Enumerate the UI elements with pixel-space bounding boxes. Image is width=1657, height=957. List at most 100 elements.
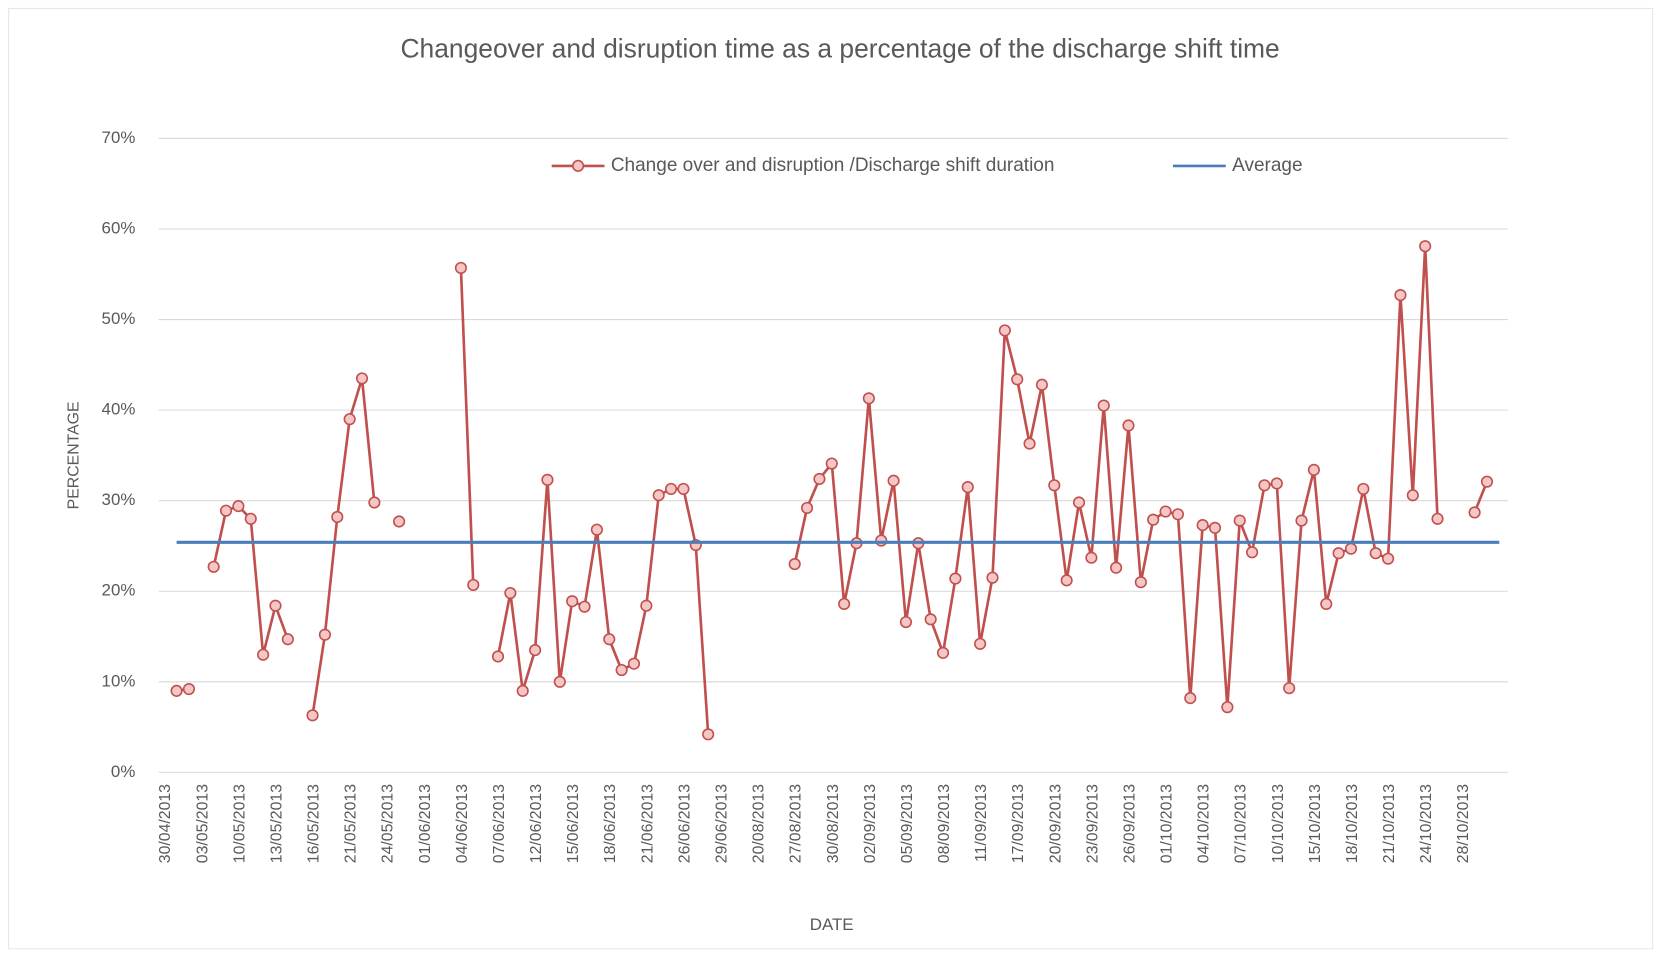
x-tick-label: 24/10/2013 <box>1418 784 1435 863</box>
y-tick-label: 50% <box>102 309 136 328</box>
data-point <box>1110 561 1123 574</box>
y-tick-label: 30% <box>102 490 136 509</box>
data-point <box>1147 513 1160 526</box>
chart-border <box>8 7 1654 950</box>
data-point <box>1480 475 1494 488</box>
data-point <box>182 682 196 696</box>
data-point <box>516 684 529 697</box>
data-point <box>541 473 554 486</box>
x-tick-label: 27/08/2013 <box>788 784 805 863</box>
data-point <box>949 572 962 585</box>
x-tick-label: 30/04/2013 <box>157 784 174 863</box>
x-tick-label: 04/06/2013 <box>454 784 471 863</box>
data-point <box>281 633 294 646</box>
x-tick-label: 18/06/2013 <box>602 784 619 863</box>
data-point <box>1023 437 1036 450</box>
x-tick-label: 13/05/2013 <box>268 784 285 863</box>
y-tick-label: 20% <box>102 581 136 600</box>
data-point <box>232 500 245 513</box>
data-point <box>1320 597 1333 610</box>
data-point <box>1097 399 1110 412</box>
y-tick-label: 40% <box>102 400 136 419</box>
data-point <box>553 675 566 688</box>
y-tick-label: 10% <box>102 671 136 690</box>
x-tick-label: 08/09/2013 <box>936 784 953 863</box>
x-tick-label: 15/10/2013 <box>1307 784 1324 863</box>
data-point <box>1159 505 1172 518</box>
data-point <box>1221 701 1234 714</box>
x-tick-label: 11/09/2013 <box>973 784 990 862</box>
x-tick-label: 21/05/2013 <box>343 784 360 863</box>
x-tick-label: 18/10/2013 <box>1344 784 1361 863</box>
data-point <box>924 613 937 626</box>
x-tick-label: 21/10/2013 <box>1381 784 1398 863</box>
x-tick-label: 20/09/2013 <box>1047 784 1064 863</box>
data-point <box>1171 508 1184 521</box>
x-tick-label: 23/09/2013 <box>1084 784 1101 863</box>
x-tick-label: 28/10/2013 <box>1455 784 1472 863</box>
data-point <box>664 482 678 495</box>
data-point <box>1060 574 1073 587</box>
x-tick-label: 20/08/2013 <box>751 784 768 863</box>
data-point <box>467 578 480 591</box>
data-point <box>825 457 838 470</box>
x-tick-label: 05/09/2013 <box>899 784 916 863</box>
data-point <box>1085 551 1098 564</box>
data-point <box>1246 546 1259 559</box>
data-point <box>1332 547 1345 560</box>
x-tick-label: 07/06/2013 <box>491 784 508 863</box>
data-point <box>1258 479 1271 492</box>
data-point <box>1134 576 1147 589</box>
data-point <box>454 261 467 274</box>
data-point <box>1011 373 1024 386</box>
data-point <box>677 482 690 495</box>
data-point <box>529 644 542 657</box>
x-tick-label: 17/09/2013 <box>1010 784 1027 863</box>
data-point <box>257 648 270 661</box>
data-point <box>998 324 1011 337</box>
x-tick-label: 10/05/2013 <box>231 784 248 863</box>
y-tick-label: 0% <box>111 762 135 781</box>
data-point <box>1394 289 1407 302</box>
data-point <box>1369 547 1382 560</box>
data-point <box>1035 378 1049 391</box>
data-point <box>1048 479 1061 492</box>
x-tick-label: 21/06/2013 <box>639 784 656 863</box>
x-tick-label: 24/05/2013 <box>380 784 397 863</box>
x-tick-label: 02/09/2013 <box>862 784 879 863</box>
y-tick-label: 60% <box>102 218 136 237</box>
x-tick-label: 26/06/2013 <box>676 784 693 863</box>
data-point <box>269 599 282 612</box>
data-point <box>1122 419 1135 432</box>
legend-label: Change over and disruption /Discharge sh… <box>611 155 1055 176</box>
data-point <box>1295 514 1308 527</box>
data-point <box>590 523 603 536</box>
data-point <box>343 413 356 426</box>
data-point <box>838 597 851 610</box>
data-point <box>1196 519 1209 532</box>
data-point <box>1208 521 1222 534</box>
y-axis-title: PERCENTAGE <box>65 401 82 509</box>
data-point <box>986 571 999 584</box>
x-tick-label: 03/05/2013 <box>194 784 211 863</box>
y-tick-label: 70% <box>102 128 136 147</box>
x-tick-label: 30/08/2013 <box>825 784 842 863</box>
data-point <box>393 515 406 528</box>
data-point <box>640 599 653 612</box>
data-point <box>1382 552 1395 565</box>
x-tick-label: 16/05/2013 <box>306 784 323 863</box>
data-point <box>368 496 381 509</box>
data-point <box>219 504 233 517</box>
data-point <box>702 728 715 741</box>
x-tick-label: 07/10/2013 <box>1233 784 1250 863</box>
x-tick-label: 01/06/2013 <box>417 784 434 863</box>
data-point <box>491 650 505 663</box>
data-point <box>207 560 220 573</box>
legend-label: Average <box>1232 155 1302 176</box>
data-point <box>1406 489 1419 502</box>
data-point <box>1184 692 1197 705</box>
data-point <box>627 657 641 670</box>
data-point <box>578 600 591 613</box>
data-point <box>1357 482 1370 495</box>
